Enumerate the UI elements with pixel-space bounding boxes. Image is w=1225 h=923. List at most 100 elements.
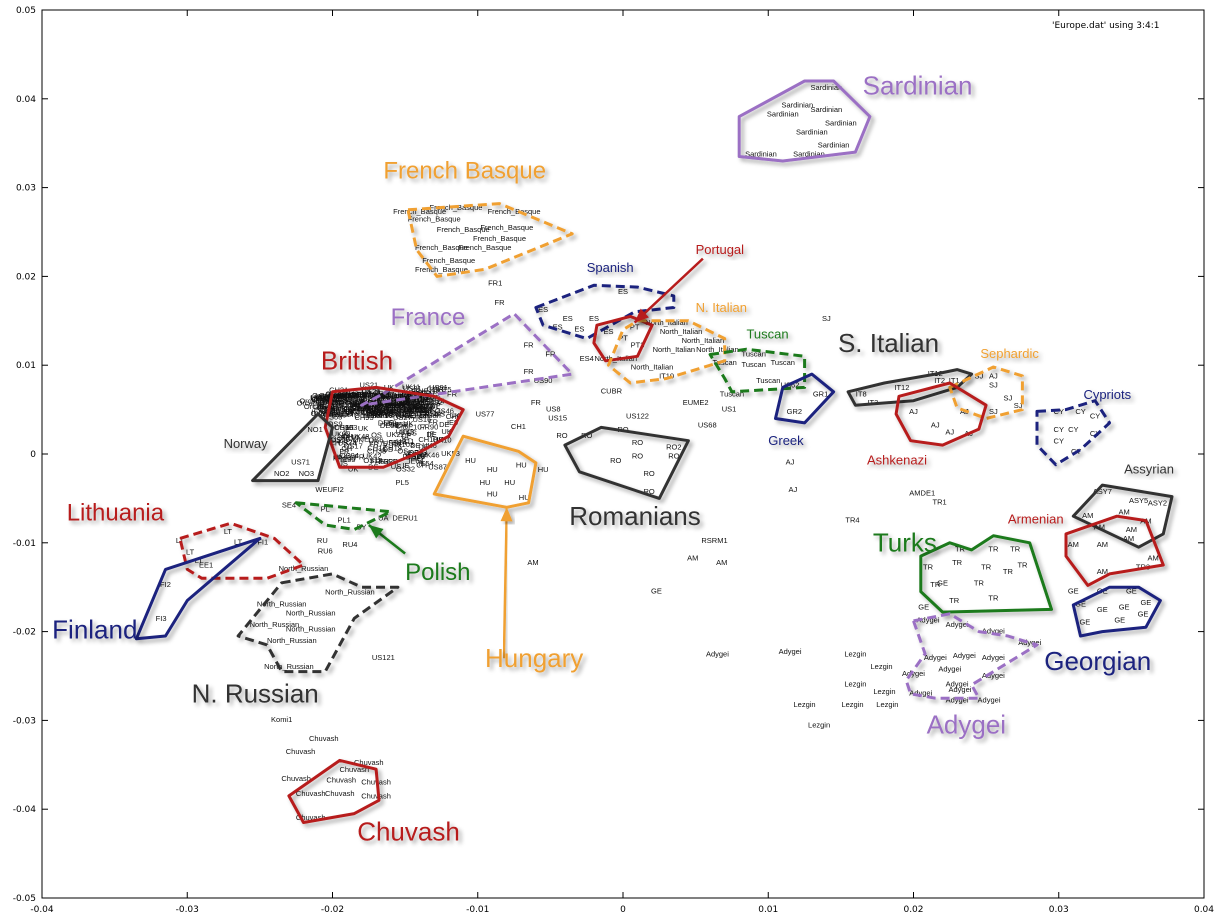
data-point: ES: [553, 323, 563, 332]
data-point: Adygei: [946, 680, 969, 689]
data-point: UK12: [404, 407, 423, 416]
data-point: RO2: [666, 443, 681, 452]
group-label: Georgian: [1044, 646, 1151, 676]
y-tick-label: 0.02: [16, 272, 36, 282]
data-point: HU: [480, 478, 491, 487]
data-point: PL: [321, 505, 330, 514]
data-point: Sardinian: [796, 127, 828, 136]
data-point: Adygei: [982, 671, 1005, 680]
group-hull: [323, 385, 465, 469]
data-point: Adygei: [1018, 638, 1041, 647]
data-point: OS94: [340, 451, 359, 460]
data-point: TR: [981, 562, 992, 571]
data-point: Orcadian109: [297, 399, 340, 408]
data-point: North_Italian: [645, 318, 688, 327]
data-point: UK: [425, 405, 435, 414]
data-point: SE4: [282, 500, 296, 509]
data-point: SJ: [989, 407, 998, 416]
data-point: UK: [368, 436, 378, 445]
data-point: Chuvash: [361, 792, 391, 801]
data-point: ASY2: [1148, 499, 1167, 508]
data-point: GE: [1075, 600, 1086, 609]
data-point: CH72: [427, 384, 446, 393]
data-point: Orcadian32: [319, 391, 358, 400]
data-point: UK76: [321, 407, 340, 416]
data-point: PL5: [396, 478, 409, 487]
data-point: FR34: [420, 409, 438, 418]
x-tick-label: 0.02: [903, 905, 923, 915]
data-point: UK105: [388, 406, 411, 415]
data-point: FR: [531, 398, 542, 407]
data-point: WEUFI2: [315, 485, 343, 494]
data-point: LT: [195, 556, 204, 565]
data-point: US: [399, 411, 409, 420]
data-point: UK105: [403, 405, 426, 414]
arrow-shaft: [633, 257, 704, 324]
data-point: US28: [406, 451, 425, 460]
data-point: IE: [394, 420, 401, 429]
data-point: IT8: [856, 389, 867, 398]
data-point: CH1: [511, 422, 526, 431]
data-point: Orcadian61: [327, 392, 366, 401]
data-point: IE: [392, 398, 399, 407]
data-point: Orcadian34: [366, 399, 405, 408]
data-point: IE35: [340, 455, 355, 464]
data-point: RO: [668, 451, 679, 460]
data-point: FR103: [392, 440, 415, 449]
data-point: US22: [402, 400, 421, 409]
data-point: US: [409, 402, 419, 411]
data-point: Adygei: [938, 665, 961, 674]
y-tick-label: 0.03: [16, 184, 36, 194]
data-point: Orcadian49: [350, 391, 389, 400]
data-point: US77: [476, 410, 495, 419]
group-label: Spanish: [587, 260, 634, 275]
data-point: UK: [450, 411, 460, 420]
data-point: RO: [632, 451, 643, 460]
data-point: Lezgin: [844, 649, 866, 658]
data-point: IE19: [418, 401, 433, 410]
data-point: Orcadian: [369, 391, 399, 400]
data-point: UK22: [386, 430, 405, 439]
data-point: Orcadian: [394, 398, 424, 407]
data-point: GE: [1079, 617, 1090, 626]
data-point: OS: [397, 447, 408, 456]
data-point: ES: [538, 305, 548, 314]
data-point: UK42: [363, 451, 382, 460]
data-point: ES: [563, 314, 573, 323]
data-point: IE8: [396, 397, 407, 406]
data-point: French_Basque: [459, 243, 512, 252]
group-hull: [236, 572, 400, 674]
data-point: OS80: [359, 398, 378, 407]
data-point: IE2: [341, 392, 352, 401]
group-hull: [592, 314, 654, 363]
data-point: CH: [337, 391, 348, 400]
data-point: ES: [603, 327, 613, 336]
data-point: IE64: [408, 457, 423, 466]
data-point: IT1: [949, 376, 960, 385]
data-point: Orcadian: [373, 409, 403, 418]
data-point: FR26: [379, 457, 397, 466]
data-point: Adygei: [779, 647, 802, 656]
data-point: Orcadian: [396, 411, 426, 420]
data-point: Orcadian: [328, 391, 358, 400]
data-point: UK59: [410, 398, 429, 407]
data-point: GE: [1126, 586, 1137, 595]
data-point: US68: [698, 420, 717, 429]
axis-ticks: -0.04 -0.03 -0.02 -0.01 0 0.01 0.02 0.03 0.04 -0.…: [13, 6, 1215, 915]
data-point: IT2: [934, 376, 945, 385]
data-point: AJ: [909, 407, 918, 416]
data-point: CY: [1054, 425, 1064, 434]
data-point: Orcadian: [376, 399, 406, 408]
data-point: CH17: [367, 444, 386, 453]
x-tick-label: 0.03: [1049, 905, 1069, 915]
group-hull: [1064, 514, 1165, 587]
data-point: IE55: [327, 398, 342, 407]
data-point: AM: [1123, 534, 1134, 543]
data-point: US: [353, 400, 363, 409]
data-point: CY: [1075, 407, 1085, 416]
data-point: FI2: [160, 580, 171, 589]
data-point: US: [363, 406, 373, 415]
data-point: US: [385, 410, 395, 419]
data-point: IE14: [429, 397, 444, 406]
